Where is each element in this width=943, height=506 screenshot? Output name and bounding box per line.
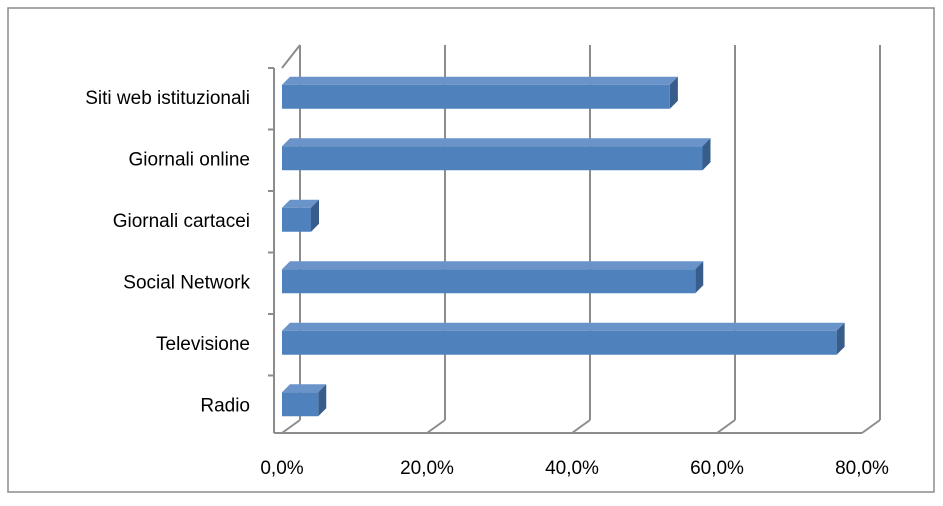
bar-front-face [282,392,319,417]
bar [282,138,711,171]
floor-gridline [426,419,446,434]
bar-side-face [311,199,319,232]
bar-front-face [282,269,696,294]
bar-top-face [282,138,711,147]
floor-gridline [861,419,881,434]
floor-gridline [281,419,301,434]
x-tick-label: 20,0% [400,458,454,479]
bar [282,384,327,417]
x-tick-label: 60,0% [690,458,744,479]
floor-gridline [716,419,736,434]
category-label: Radio [200,395,250,416]
bar-top-face [282,199,319,208]
x-tick-label: 40,0% [545,458,599,479]
bar-top-face [282,76,678,85]
bar-front-face [282,84,670,109]
x-tick-label: 0,0% [260,458,303,479]
category-label: Televisione [156,334,250,355]
x-tick-label: 80,0% [835,458,889,479]
bar-side-face [695,261,704,294]
floor-gridline [571,419,591,434]
axis-top-diagonal [281,44,301,69]
bar-front-face [282,146,703,171]
bar-top-face [282,261,704,270]
bar-top-face [282,384,327,393]
category-label: Social Network [123,272,250,293]
bar-side-face [318,384,327,417]
bar [282,76,678,109]
bar [282,199,319,232]
category-label: Giornali cartacei [113,211,250,232]
bar-side-face [702,138,711,171]
bar-front-face [282,330,837,355]
bar-side-face [836,322,845,355]
bars-layer [282,76,845,417]
category-label: Siti web istituzionali [85,88,250,109]
bar-side-face [669,76,678,109]
bar-top-face [282,322,845,331]
bar [282,261,704,294]
bar-front-face [282,207,311,232]
labels-layer: 0,0% 20,0% 40,0% 60,0% 80,0% Radio Televisione… [85,88,889,479]
category-label: Giornali online [129,149,250,170]
bar [282,322,845,355]
